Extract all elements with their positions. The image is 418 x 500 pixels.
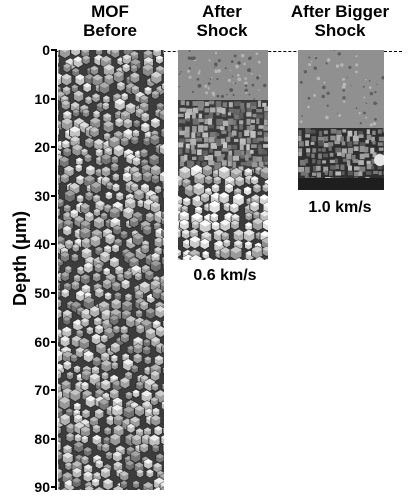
depth-tick-mark xyxy=(51,194,57,197)
sem-image-after-shock xyxy=(178,50,268,260)
depth-tick-mark xyxy=(51,340,57,343)
depth-tick-mark xyxy=(51,243,57,246)
depth-tick-mark xyxy=(51,292,57,294)
depth-tick-label: 60 xyxy=(34,333,50,350)
sem-image-mof-before xyxy=(58,50,164,490)
depth-tick-label: 40 xyxy=(34,236,50,253)
depth-tick-mark xyxy=(51,486,57,489)
header-mof-line2: Before xyxy=(83,21,137,40)
header-mof-before: MOF Before xyxy=(58,2,162,40)
header-after-line1: After xyxy=(202,2,242,21)
depth-tick-label: 20 xyxy=(34,139,50,156)
depth-tick-mark xyxy=(51,49,57,51)
depth-axis-line xyxy=(55,50,57,490)
velocity-label-high: 1.0 km/s xyxy=(308,199,372,216)
depth-tick-mark xyxy=(51,389,57,392)
depth-tick-label: 10 xyxy=(34,90,50,107)
header-bigger-line2: Shock xyxy=(314,21,366,40)
depth-tick-mark xyxy=(51,146,57,149)
velocity-label-low: 0.6 km/s xyxy=(193,267,257,284)
depth-tick-label: 90 xyxy=(34,479,50,496)
depth-tick-mark xyxy=(51,97,57,100)
header-after-shock: After Shock xyxy=(176,2,268,40)
depth-tick-label: 80 xyxy=(34,430,50,447)
depth-tick-label: 0 xyxy=(42,42,50,58)
header-after-line2: Shock xyxy=(196,21,248,40)
header-mof-line1: MOF xyxy=(91,2,129,21)
header-after-bigger-shock: After Bigger Shock xyxy=(282,2,398,40)
depth-tick-label: 30 xyxy=(34,187,50,204)
depth-tick-mark xyxy=(51,437,57,440)
header-bigger-line1: After Bigger xyxy=(290,2,390,21)
depth-tick-label: 50 xyxy=(34,285,50,301)
sem-image-after-bigger-shock xyxy=(298,50,384,190)
depth-tick-label: 70 xyxy=(34,382,50,399)
